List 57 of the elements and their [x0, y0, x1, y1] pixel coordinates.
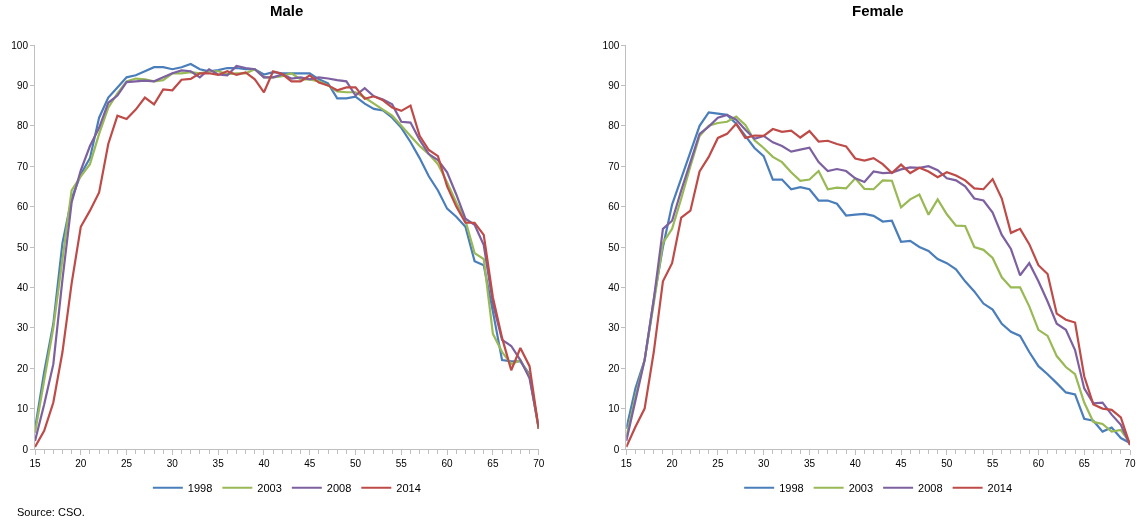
x-tick-label: 70 [533, 458, 545, 469]
x-tick-label: 55 [987, 458, 999, 469]
x-tick-label: 25 [712, 458, 724, 469]
y-tick-label: 100 [602, 39, 620, 51]
y-tick-label: 10 [608, 403, 620, 415]
y-tick-label: 10 [16, 403, 29, 415]
x-tick-label: 55 [395, 458, 408, 469]
x-tick-label: 35 [212, 458, 225, 469]
y-tick-label: 100 [11, 39, 29, 51]
x-tick-label: 60 [1032, 458, 1045, 469]
y-tick-label: 40 [608, 281, 620, 293]
legend-label: 2014 [396, 482, 421, 495]
chart-title: Male [270, 2, 304, 19]
y-tick-label: 50 [608, 241, 620, 253]
x-tick-label: 15 [29, 458, 41, 469]
legend-label: 2003 [257, 482, 282, 495]
y-tick-label: 60 [608, 201, 620, 213]
x-tick-label: 30 [758, 458, 770, 469]
x-tick-label: 65 [487, 458, 499, 469]
x-tick-label: 60 [441, 458, 454, 469]
x-tick-label: 70 [1124, 458, 1136, 469]
chart-title: Female [852, 2, 904, 19]
y-tick-label: 20 [16, 362, 29, 374]
y-tick-label: 70 [608, 160, 620, 172]
legend-label: 1998 [779, 482, 804, 495]
y-tick-label: 30 [608, 322, 620, 334]
x-tick-label: 20 [666, 458, 679, 469]
x-tick-label: 40 [258, 458, 270, 469]
x-tick-label: 65 [1078, 458, 1091, 469]
x-tick-label: 25 [121, 458, 133, 469]
y-tick-label: 30 [16, 322, 29, 334]
y-tick-label: 70 [16, 160, 29, 172]
x-tick-label: 40 [849, 458, 862, 469]
y-tick-label: 20 [608, 362, 620, 374]
y-tick-label: 60 [16, 201, 29, 213]
x-tick-label: 50 [941, 458, 953, 469]
y-tick-label: 90 [608, 79, 620, 91]
y-tick-label: 90 [16, 79, 29, 91]
x-tick-label: 50 [349, 458, 362, 469]
source-note: Source: CSO. [17, 506, 85, 518]
x-tick-label: 20 [75, 458, 87, 469]
legend-label: 2003 [848, 482, 874, 495]
legend-label: 1998 [187, 482, 213, 495]
x-tick-label: 35 [803, 458, 816, 469]
y-tick-label: 80 [608, 120, 620, 132]
legend-label: 2008 [918, 482, 943, 495]
legend-label: 2008 [326, 482, 352, 495]
y-tick-label: 50 [16, 241, 29, 253]
x-tick-label: 45 [304, 458, 316, 469]
y-tick-label: 40 [16, 281, 29, 293]
y-tick-label: 0 [613, 443, 620, 455]
x-tick-label: 15 [620, 458, 633, 469]
x-tick-label: 30 [166, 458, 179, 469]
y-tick-label: 80 [16, 120, 29, 132]
y-tick-label: 0 [22, 443, 29, 455]
x-tick-label: 45 [895, 458, 908, 469]
legend-label: 2014 [987, 482, 1013, 495]
